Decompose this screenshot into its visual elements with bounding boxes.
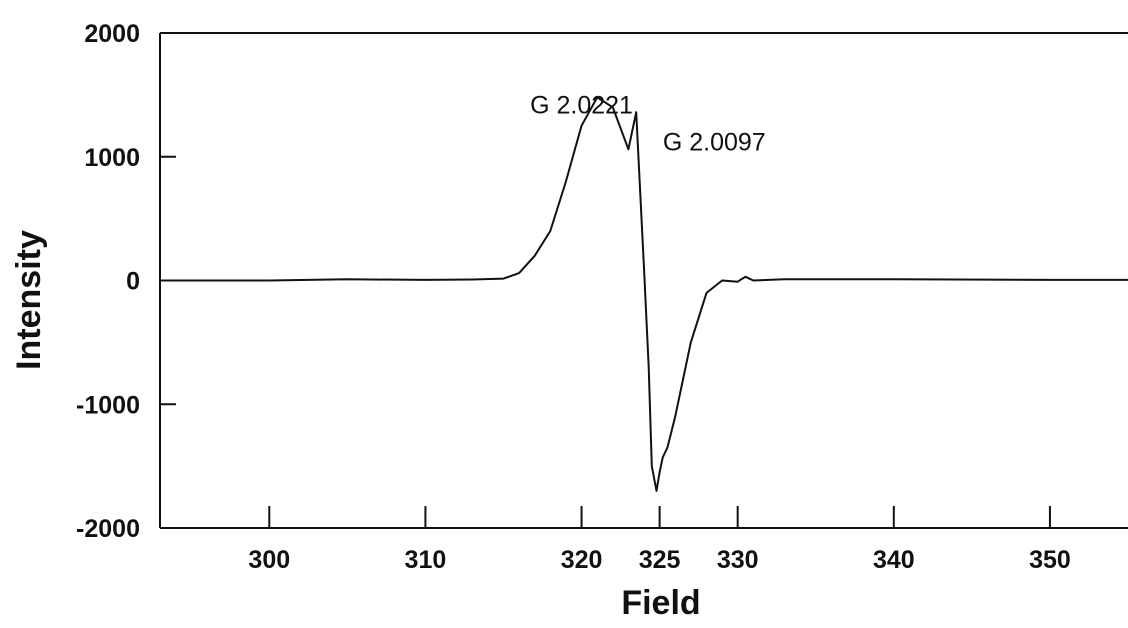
y-tick-label: 0: [126, 268, 140, 296]
g-value-annotation: G 2.0097: [663, 129, 766, 157]
series-layer: [160, 96, 1128, 492]
x-tick-label: 320: [561, 546, 603, 574]
y-axis-ticks: 2000 1000 0 -1000 -2000: [76, 20, 176, 543]
x-tick-label: 325: [639, 546, 681, 574]
x-tick-label: 340: [873, 546, 915, 574]
x-tick-label: 300: [248, 546, 290, 574]
annotation-layer: G 2.0221 G 2.0097: [530, 91, 766, 156]
y-tick-label: 2000: [84, 20, 140, 48]
x-tick-label: 350: [1029, 546, 1071, 574]
g-value-annotation: G 2.0221: [530, 91, 633, 119]
y-tick-label: 1000: [84, 144, 140, 172]
x-axis-title: Field: [621, 584, 700, 622]
y-axis-title: Intensity: [10, 230, 48, 370]
series-line: [160, 96, 1128, 492]
y-tick-label: -1000: [76, 391, 140, 419]
x-tick-label: 310: [405, 546, 447, 574]
x-axis-ticks: 300 310 320 325 330 340 350: [248, 506, 1071, 574]
y-tick-label: -2000: [76, 515, 140, 543]
x-tick-label: 330: [717, 546, 759, 574]
